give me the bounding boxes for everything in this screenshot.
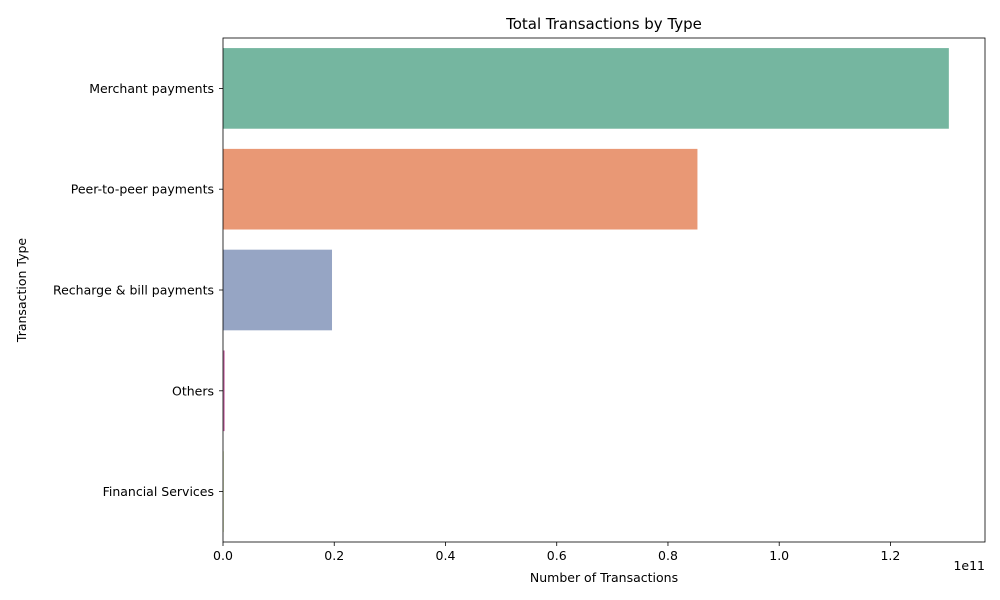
x-offset-label: 1e11 <box>953 558 985 573</box>
y-tick-label: Recharge & bill payments <box>53 283 214 298</box>
x-tick-label: 0.8 <box>658 548 678 563</box>
y-axis-label: Transaction Type <box>14 238 29 344</box>
bar-1 <box>223 148 698 230</box>
x-tick-label: 1.2 <box>880 548 900 563</box>
x-tick-label: 0.6 <box>547 548 567 563</box>
y-axis-ticks: Merchant payments Peer-to-peer payments Re… <box>53 81 223 499</box>
bar-3 <box>223 350 225 432</box>
plot-frame <box>222 37 986 543</box>
y-tick-label: Financial Services <box>103 484 214 499</box>
x-axis-ticks: 0.0 0.2 0.4 0.6 0.8 1.0 1.2 <box>213 542 900 563</box>
y-tick-label: Peer-to-peer payments <box>71 182 214 197</box>
x-tick-label: 1.0 <box>769 548 789 563</box>
x-tick-label: 0.4 <box>436 548 456 563</box>
x-tick-label: 0.2 <box>324 548 344 563</box>
x-axis-label: Number of Transactions <box>530 570 678 585</box>
y-tick-label: Others <box>172 383 214 398</box>
bar-0 <box>223 48 949 129</box>
y-tick-label: Merchant payments <box>89 81 214 96</box>
bar-2 <box>223 249 333 331</box>
bars-group <box>223 48 949 532</box>
x-tick-label: 0.0 <box>213 548 233 563</box>
chart-title: Total Transactions by Type <box>505 15 702 33</box>
